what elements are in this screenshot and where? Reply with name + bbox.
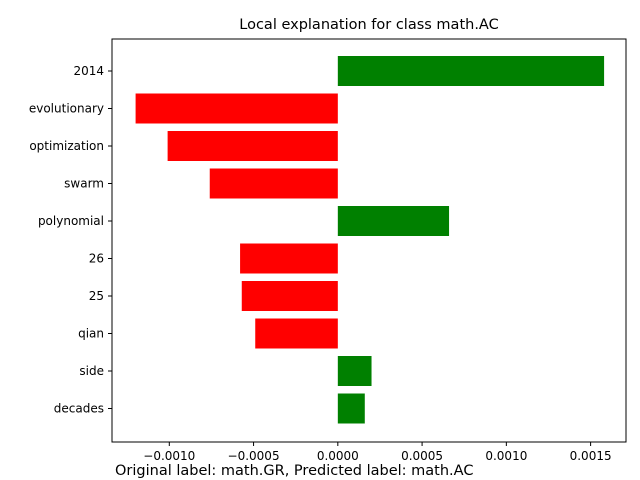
bar-2014: [337, 56, 605, 86]
bar-optimization: [167, 131, 338, 161]
x-tick-label: 0.0000: [317, 449, 359, 463]
y-tick-label: 26: [89, 252, 104, 266]
y-tick-label: polynomial: [38, 214, 104, 228]
x-tick-label: −0.0005: [228, 449, 280, 463]
chart-caption: Original label: math.GR, Predicted label…: [115, 463, 473, 479]
bar-25: [241, 281, 338, 311]
x-tick-label: −0.0010: [143, 449, 195, 463]
bar-polynomial: [337, 206, 450, 236]
bar-swarm: [209, 168, 338, 199]
x-tick-label: 0.0005: [401, 449, 443, 463]
y-axis: 2014 evolutionary optimization swarm polynom…: [29, 64, 112, 416]
chart-title: Local explanation for class math.AC: [239, 17, 498, 33]
bar-qian: [255, 318, 338, 349]
y-tick-label: optimization: [29, 139, 104, 153]
x-tick-label: 0.0015: [570, 449, 612, 463]
bar-26: [240, 243, 338, 274]
bar-decades: [337, 393, 365, 424]
plot-frame: [111, 38, 627, 443]
bar-side: [337, 356, 372, 386]
y-tick-label: evolutionary: [29, 102, 104, 116]
x-axis: −0.0010 −0.0005 0.0000 0.0005 0.0010 0.0015: [143, 442, 612, 463]
bars-group: [135, 56, 605, 424]
y-tick-label: qian: [78, 327, 104, 341]
y-tick-label: swarm: [64, 177, 104, 191]
y-tick-label: decades: [54, 402, 104, 416]
y-tick-label: side: [79, 364, 104, 378]
x-tick-label: 0.0010: [485, 449, 527, 463]
y-tick-label: 25: [89, 289, 104, 303]
bar-evolutionary: [135, 93, 338, 124]
y-tick-label: 2014: [73, 64, 104, 78]
